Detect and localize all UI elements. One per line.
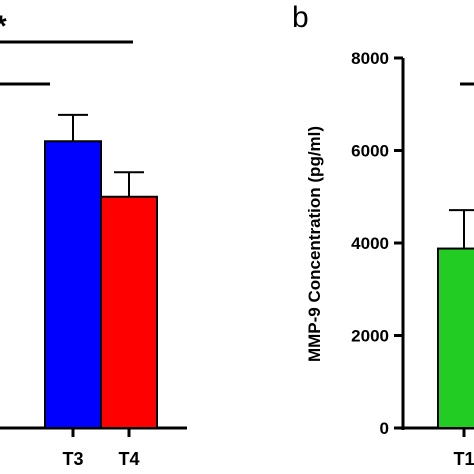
right-y-ticks: 0 2000 4000 6000 8000 <box>351 49 403 438</box>
left-bars: T3 T4 <box>44 113 158 469</box>
y-tick-label-4000: 4000 <box>351 234 389 253</box>
y-tick-label-0: 0 <box>380 419 389 438</box>
left-significance-star: * <box>0 10 7 43</box>
left-panel: * T3 T4 <box>0 10 187 469</box>
right-panel: b 0 2000 4000 6000 8000 MMP-9 Concentration … <box>292 1 474 469</box>
x-tick-label-T4: T4 <box>118 449 139 469</box>
panel-label-b: b <box>292 1 309 34</box>
x-tick-label-T3: T3 <box>62 449 83 469</box>
right-y-axis-label: MMP-9 Concentration (pg/ml) <box>305 126 324 362</box>
bar-T4 <box>100 195 158 429</box>
y-tick-label-2000: 2000 <box>351 327 389 346</box>
x-tick-label-T1: T1 <box>453 449 474 469</box>
bar-T3 <box>44 140 102 429</box>
y-tick-label-8000: 8000 <box>351 49 389 68</box>
bar-T1 <box>437 247 474 429</box>
y-tick-label-6000: 6000 <box>351 142 389 161</box>
right-bars: T1 <box>437 209 474 469</box>
